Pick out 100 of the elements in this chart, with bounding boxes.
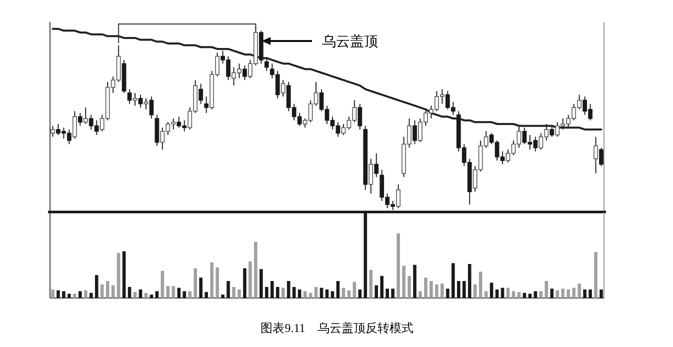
bar	[352, 282, 356, 298]
bar	[320, 288, 324, 298]
bar	[226, 281, 230, 298]
bar	[457, 281, 460, 298]
bar	[522, 292, 526, 298]
bar	[440, 284, 444, 298]
text: 图表9.11 乌云盖顶反转模式	[260, 321, 414, 335]
bar	[435, 284, 438, 298]
bar	[544, 281, 548, 298]
bar	[221, 294, 224, 298]
bar	[260, 269, 263, 298]
bar	[374, 285, 378, 298]
bar	[512, 291, 516, 298]
bar	[199, 278, 202, 298]
bar	[500, 288, 504, 298]
candlestick	[154, 114, 160, 146]
bar	[478, 272, 482, 298]
bar	[166, 286, 170, 298]
bar	[391, 288, 394, 298]
candlestick	[374, 152, 379, 178]
bar	[144, 292, 148, 298]
candlestick	[78, 112, 82, 126]
bar	[430, 281, 433, 298]
bar	[473, 284, 477, 298]
candlestick	[242, 64, 247, 81]
bar	[594, 252, 598, 298]
bar	[292, 286, 296, 298]
bar	[254, 242, 258, 298]
bar	[418, 291, 422, 298]
candlestick	[138, 94, 143, 108]
bar	[216, 267, 219, 298]
bar	[138, 290, 142, 298]
bar	[56, 290, 60, 298]
bar	[446, 288, 450, 298]
bar	[281, 288, 285, 298]
bar	[62, 291, 66, 298]
candlestick	[358, 103, 362, 130]
bar	[408, 276, 411, 298]
bar	[243, 268, 246, 298]
bar	[100, 284, 104, 298]
candlestick	[412, 120, 417, 145]
bar	[116, 252, 120, 298]
bar	[128, 286, 132, 298]
candlestick	[599, 147, 604, 167]
bar	[78, 291, 82, 298]
candlestick	[204, 96, 209, 114]
bar	[452, 263, 455, 298]
bar	[588, 290, 592, 298]
bar	[298, 290, 302, 298]
bar	[177, 288, 181, 298]
bar	[424, 278, 428, 298]
bar	[265, 286, 268, 298]
bar	[413, 264, 416, 298]
bar	[73, 294, 76, 298]
bar	[122, 251, 126, 298]
bar	[89, 292, 93, 298]
bar	[172, 286, 176, 298]
bar	[578, 284, 581, 298]
annotation: 乌云盖顶	[322, 34, 378, 50]
bar	[468, 264, 472, 298]
bar	[534, 291, 538, 298]
bar	[84, 290, 88, 298]
bar	[566, 290, 570, 298]
bar	[303, 291, 307, 298]
bar	[232, 286, 236, 298]
bar	[106, 281, 110, 298]
bar	[160, 270, 164, 298]
bar	[336, 281, 340, 298]
bar	[248, 261, 252, 298]
bar	[396, 233, 400, 298]
bar	[369, 270, 373, 298]
bar	[204, 292, 208, 298]
bar	[539, 291, 543, 298]
bar	[276, 286, 280, 298]
bar	[462, 281, 466, 298]
bar	[330, 291, 334, 298]
bar	[358, 290, 362, 298]
bar	[188, 291, 192, 298]
candlestick	[149, 96, 154, 119]
bar	[550, 288, 554, 298]
bar	[210, 262, 214, 298]
bar	[270, 281, 274, 298]
bar	[150, 294, 154, 298]
bar	[490, 282, 494, 298]
bar	[51, 290, 54, 298]
bar	[182, 291, 186, 298]
bar	[600, 290, 603, 298]
bar	[308, 292, 312, 298]
bar	[155, 291, 159, 298]
bar	[314, 286, 318, 298]
bar	[286, 281, 290, 298]
bar	[556, 290, 560, 298]
candlestick	[264, 58, 269, 72]
bar	[583, 290, 586, 298]
bar	[506, 288, 510, 298]
bar	[94, 275, 98, 298]
candlestick	[127, 88, 132, 104]
bar	[68, 294, 71, 298]
bar	[133, 292, 137, 298]
bar	[342, 288, 346, 298]
